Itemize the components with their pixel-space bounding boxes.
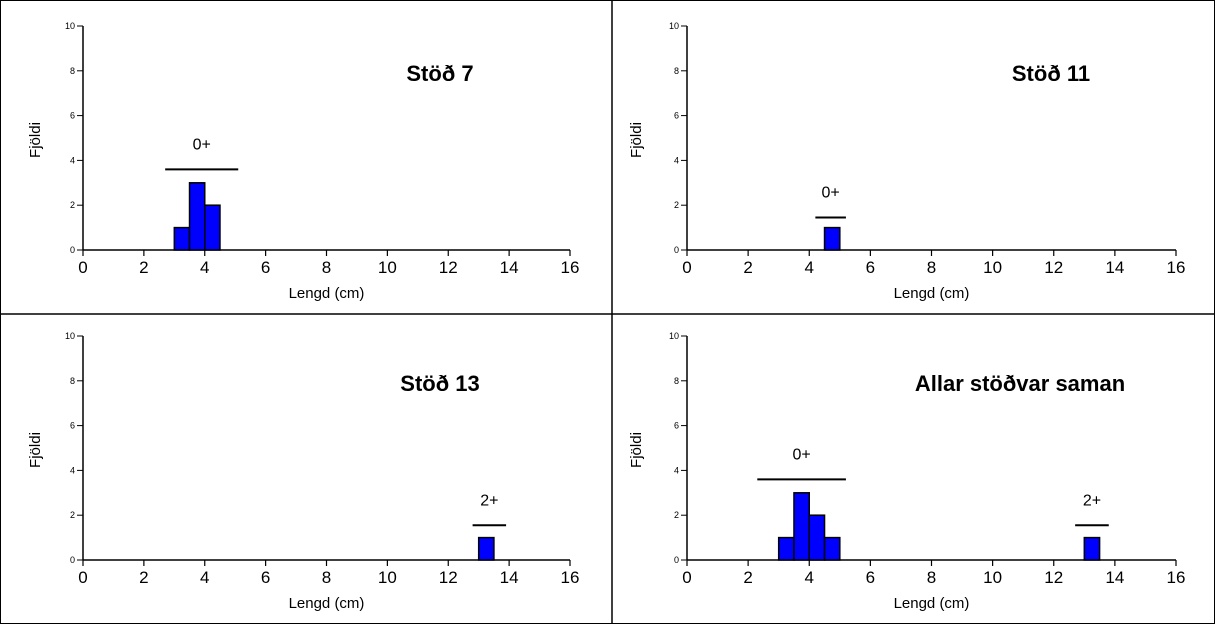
y-tick-label: 0 xyxy=(674,555,679,565)
y-tick-label: 8 xyxy=(674,66,679,76)
y-tick-label: 10 xyxy=(65,21,75,31)
histogram-bar xyxy=(777,536,795,561)
x-tick-label: 8 xyxy=(322,568,331,587)
x-axis-label: Lengd (cm) xyxy=(289,595,365,612)
age-group-label: 0+ xyxy=(792,446,810,463)
x-tick-label: 6 xyxy=(261,568,270,587)
y-tick-label: 10 xyxy=(669,21,679,31)
x-tick-label: 16 xyxy=(561,568,580,587)
y-tick-label: 8 xyxy=(70,376,75,386)
x-tick-label: 10 xyxy=(378,258,397,277)
x-tick-label: 16 xyxy=(1167,258,1186,277)
y-tick-label: 6 xyxy=(70,421,75,431)
y-tick-label: 2 xyxy=(674,510,679,520)
x-tick-label: 8 xyxy=(927,258,936,277)
x-tick-label: 4 xyxy=(805,568,814,587)
x-tick-label: 2 xyxy=(139,258,148,277)
histogram-bar xyxy=(188,182,206,251)
y-tick-label: 2 xyxy=(674,200,679,210)
x-tick-label: 16 xyxy=(561,258,580,277)
histogram-bar xyxy=(173,226,191,251)
x-tick-label: 10 xyxy=(983,258,1002,277)
age-group-label: 0+ xyxy=(822,185,840,202)
y-tick-label: 4 xyxy=(674,465,679,475)
chart-panel-2: 0 2 4 6 8 10 12 14 16 0 2 4 6 8 10 Lengd (cm) Fjöldi Stöð… xyxy=(628,21,1185,302)
histogram-bar xyxy=(823,536,841,561)
x-tick-label: 8 xyxy=(322,258,331,277)
age-group-label: 2+ xyxy=(480,492,498,509)
x-tick-label: 0 xyxy=(682,568,691,587)
x-tick-label: 4 xyxy=(200,258,209,277)
x-tick-label: 14 xyxy=(1105,568,1124,587)
age-group-label: 0+ xyxy=(193,136,211,153)
histogram-bar xyxy=(477,536,495,561)
x-tick-label: 2 xyxy=(743,258,752,277)
x-tick-label: 4 xyxy=(200,568,209,587)
x-tick-label: 0 xyxy=(78,568,87,587)
x-tick-label: 14 xyxy=(1105,258,1124,277)
y-tick-label: 0 xyxy=(70,245,75,255)
x-tick-label: 12 xyxy=(1044,258,1063,277)
y-tick-label: 2 xyxy=(70,510,75,520)
panel-title: Stöð 11 xyxy=(1012,61,1090,86)
histogram-bar xyxy=(204,204,221,251)
histogram-bar xyxy=(808,514,826,561)
y-tick-label: 2 xyxy=(70,200,75,210)
panel-title: Stöð 13 xyxy=(400,371,479,396)
y-tick-label: 4 xyxy=(674,155,679,165)
y-axis-label: Fjöldi xyxy=(628,122,645,158)
x-tick-label: 2 xyxy=(743,568,752,587)
x-tick-label: 14 xyxy=(500,568,519,587)
y-tick-label: 6 xyxy=(674,421,679,431)
histogram-bar xyxy=(793,492,810,561)
y-tick-label: 0 xyxy=(674,245,679,255)
x-tick-label: 12 xyxy=(439,568,458,587)
x-axis-label: Lengd (cm) xyxy=(289,285,365,302)
y-tick-label: 8 xyxy=(674,376,679,386)
x-tick-label: 10 xyxy=(983,568,1002,587)
histogram-bar xyxy=(1083,536,1101,561)
x-tick-label: 2 xyxy=(139,568,148,587)
x-tick-label: 12 xyxy=(439,258,458,277)
x-tick-label: 12 xyxy=(1044,568,1063,587)
x-tick-label: 6 xyxy=(866,258,875,277)
x-tick-label: 6 xyxy=(866,568,875,587)
x-tick-label: 0 xyxy=(682,258,691,277)
x-tick-label: 8 xyxy=(927,568,936,587)
panel-title: Allar stöðvar saman xyxy=(915,371,1125,396)
y-tick-label: 8 xyxy=(70,66,75,76)
y-axis-label: Fjöldi xyxy=(628,432,645,468)
x-tick-label: 0 xyxy=(78,258,87,277)
y-axis-label: Fjöldi xyxy=(27,122,44,158)
x-tick-label: 10 xyxy=(378,568,397,587)
y-tick-label: 10 xyxy=(65,331,75,341)
y-tick-label: 4 xyxy=(70,155,75,165)
panel-title: Stöð 7 xyxy=(406,61,473,86)
x-tick-label: 4 xyxy=(805,258,814,277)
y-tick-label: 4 xyxy=(70,465,75,475)
y-tick-label: 0 xyxy=(70,555,75,565)
histogram-bar xyxy=(823,226,841,251)
x-tick-label: 14 xyxy=(500,258,519,277)
x-tick-label: 6 xyxy=(261,258,270,277)
y-tick-label: 10 xyxy=(669,331,679,341)
y-axis-label: Fjöldi xyxy=(27,432,44,468)
chart-panel-4: 0 2 4 6 8 10 12 14 16 0 2 4 6 8 10 Lengd (cm) Fjöldi Alla… xyxy=(628,331,1185,612)
age-group-label: 2+ xyxy=(1083,492,1101,509)
y-tick-label: 6 xyxy=(70,111,75,121)
x-tick-label: 16 xyxy=(1167,568,1186,587)
chart-panel-1: 0 2 4 6 8 10 12 14 16 0 2 4 6 8 10 Lengd (cm) Fjöldi Stöð… xyxy=(27,21,579,302)
y-tick-label: 6 xyxy=(674,111,679,121)
x-axis-label: Lengd (cm) xyxy=(894,595,970,612)
chart-panel-3: 0 2 4 6 8 10 12 14 16 0 2 4 6 8 10 Lengd (cm) Fjöldi Stöð… xyxy=(27,331,579,612)
x-axis-label: Lengd (cm) xyxy=(894,285,970,302)
